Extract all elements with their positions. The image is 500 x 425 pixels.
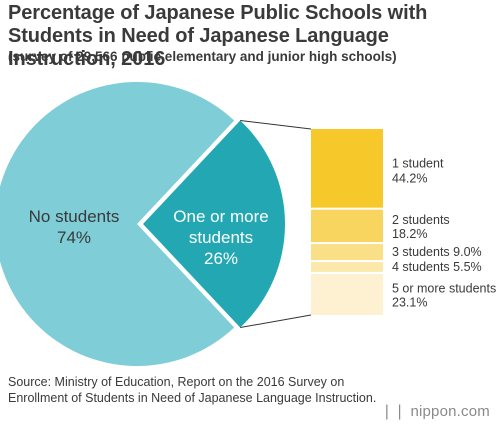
pie-value-no-students: 74% [57, 228, 91, 247]
bar-label-2: 2 students [392, 213, 450, 227]
chart-subtitle: (survey of 29,566 public elementary and … [8, 49, 397, 64]
bar-label-4: 4 students 5.5% [392, 260, 482, 274]
bar-value-1: 44.2% [392, 171, 427, 185]
bar-segment-3 [311, 244, 383, 261]
bar-segment-1 [311, 129, 383, 208]
brand-logo: ❘❘ nippon.com [381, 402, 490, 420]
pie-label-one-or-more-line1: One or more [173, 207, 268, 226]
connector-bottom [240, 314, 312, 329]
connector-lines [240, 119, 312, 329]
pie-label-one-or-more-line2: students [189, 228, 253, 247]
bar-value-2: 18.2% [392, 227, 427, 241]
pie-label-no-students: No students [29, 207, 120, 226]
bar-value-5: 23.1% [392, 295, 427, 309]
bar-segment-2 [311, 209, 383, 243]
bar-label-1: 1 student [392, 156, 444, 170]
breakdown-bar [311, 129, 383, 315]
pie-slice-no-students [0, 82, 235, 366]
pie-slice-one-or-more [143, 120, 285, 328]
logo-mark-icon: ❘❘ [380, 403, 411, 420]
source-note: Source: Ministry of Education, Report on… [8, 375, 377, 405]
bar-segment-5 [311, 273, 383, 315]
bar-segment-4 [311, 262, 383, 272]
pie-chart [0, 82, 285, 366]
chart-title: Percentage of Japanese Public Schools wi… [8, 2, 428, 70]
connector-top [240, 119, 312, 130]
bar-label-5: 5 or more students [392, 281, 496, 295]
pie-value-one-or-more: 26% [204, 249, 238, 268]
bar-label-3: 3 students 9.0% [392, 245, 482, 259]
chart-labels: No students 74% One or more students 26% 1 st… [29, 156, 497, 309]
logo-text: nippon.com [410, 403, 490, 420]
